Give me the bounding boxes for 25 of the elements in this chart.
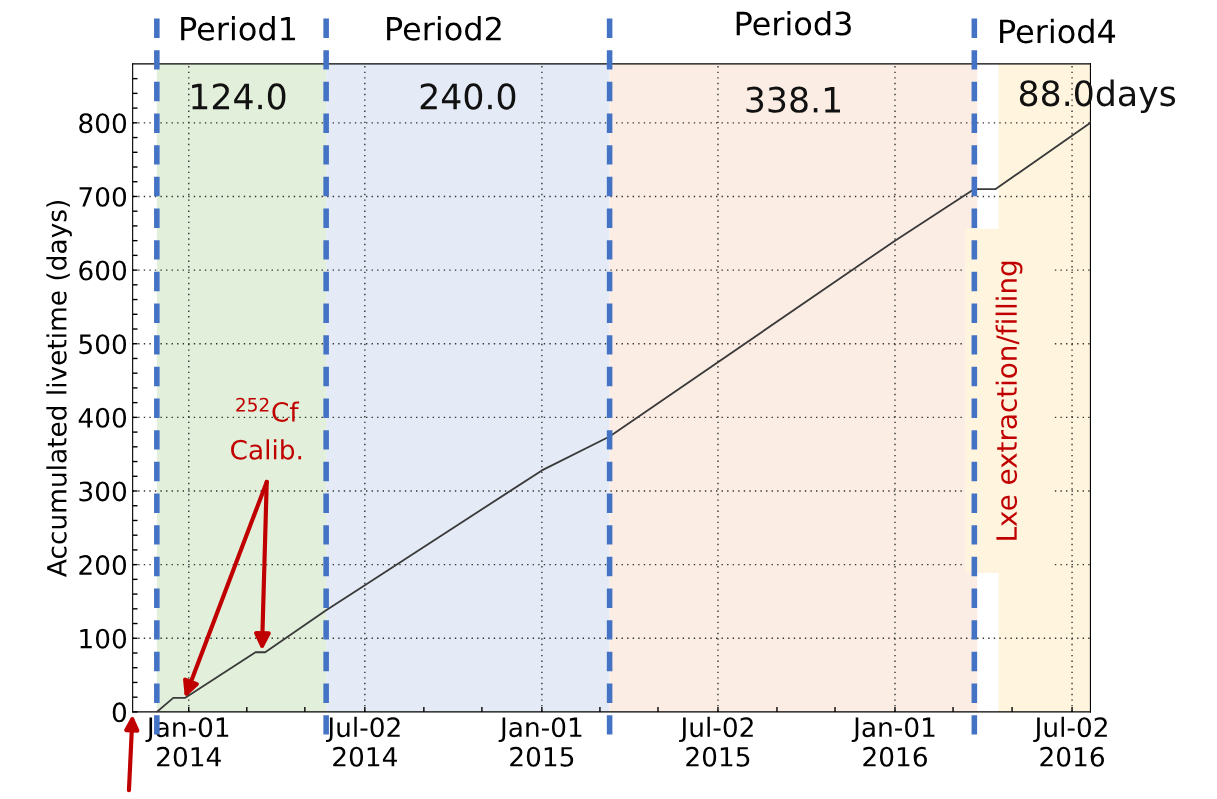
text: Period4 [1000,18,1116,44]
x-tick-label: Jan-01 2014 [145,717,229,767]
annotation: $^{252}$Cf Calib. [231,397,302,460]
text: Period2 [387,16,501,41]
text: Period3 [736,10,851,36]
annotation: 338.1 [746,86,841,113]
x-tick-label: Jan-01 2016 [851,717,935,767]
y-tick-label: 100 [80,628,127,649]
annotation: 124.0 [192,83,286,110]
x-tick-label: Jan-01 2015 [498,717,582,767]
y-tick-label: 200 [79,555,127,576]
y-tick-label: 300 [79,481,127,502]
y-tick-label: 800 [79,113,127,134]
annotation: 240.0 [420,83,516,110]
y-axis-title: Accumulated livetime (days) [46,200,72,577]
y-tick-label: 600 [79,260,127,281]
x-tick-label: Jul-02 2014 [326,716,400,767]
y-tick-label: 400 [78,407,127,428]
text: Period1 [181,16,296,41]
annotation: Lxe extraction/filling [995,261,1023,540]
x-tick-label: Jul-02 2015 [679,716,753,767]
y-tick-label: 500 [79,334,127,355]
y-tick-label: 0 [112,702,127,723]
x-tick-label: Jul-02 2016 [1033,716,1107,767]
y-tick-label: 700 [79,186,127,207]
